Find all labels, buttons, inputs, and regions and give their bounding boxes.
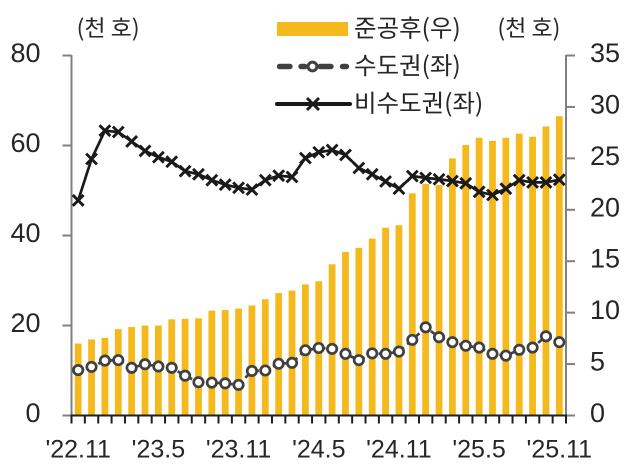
svg-text:'23.11: '23.11 (206, 435, 271, 463)
svg-text:25: 25 (590, 141, 620, 171)
svg-text:30: 30 (590, 89, 620, 119)
svg-text:15: 15 (590, 244, 620, 274)
svg-text:'22.11: '22.11 (45, 435, 110, 463)
svg-text:40: 40 (10, 218, 40, 248)
svg-text:'24.11: '24.11 (366, 435, 431, 463)
svg-text:60: 60 (10, 128, 40, 158)
svg-text:20: 20 (10, 308, 40, 338)
svg-text:'25.5: '25.5 (452, 435, 505, 463)
svg-text:0: 0 (590, 398, 605, 428)
svg-text:0: 0 (25, 398, 40, 428)
svg-text:'24.5: '24.5 (292, 435, 345, 463)
svg-text:35: 35 (590, 38, 620, 68)
svg-text:5: 5 (590, 347, 605, 377)
svg-text:10: 10 (590, 295, 620, 325)
svg-text:'25.11: '25.11 (527, 435, 592, 463)
svg-text:'23.5: '23.5 (132, 435, 185, 463)
svg-text:80: 80 (10, 38, 40, 68)
svg-text:20: 20 (590, 192, 620, 222)
